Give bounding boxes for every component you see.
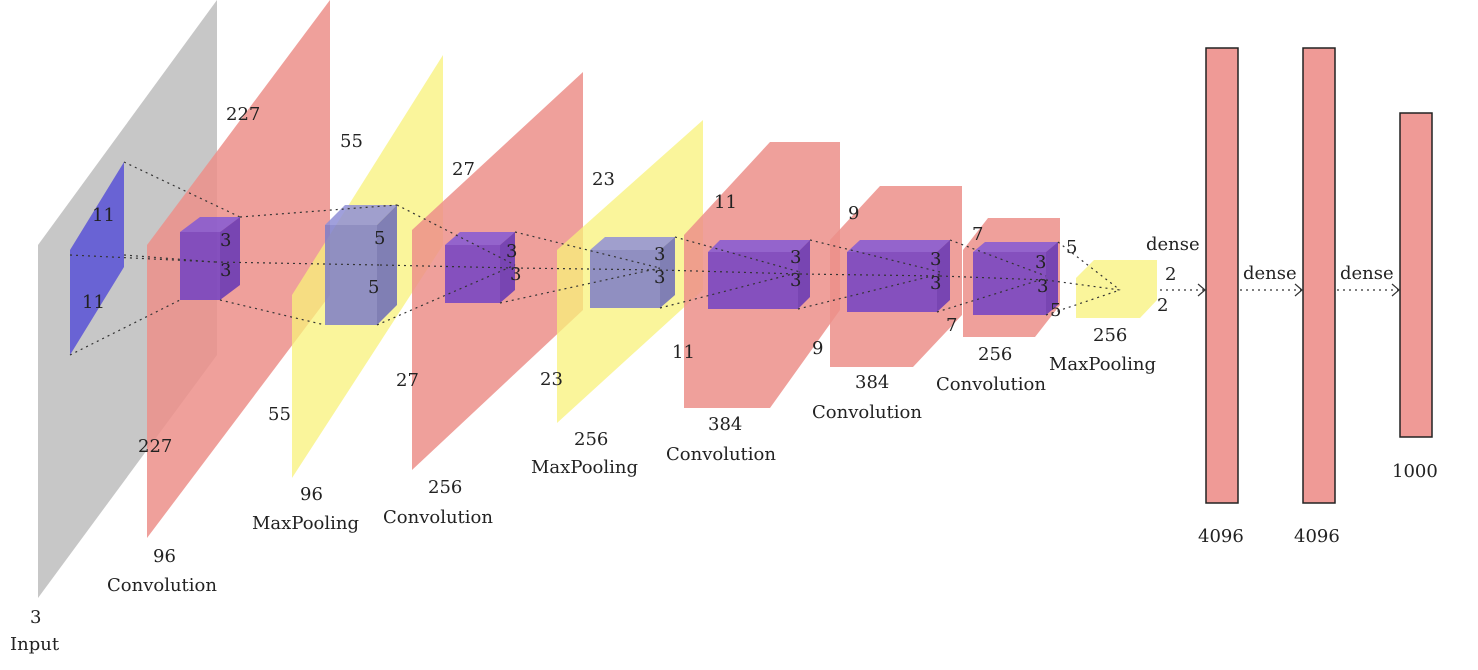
conv1-channels-label: 96: [153, 546, 176, 567]
dense1-bar: [1205, 47, 1239, 504]
conv2-height-label: 27: [396, 370, 419, 391]
conv5-name-label: Convolution: [936, 374, 1046, 395]
conv3-name-label: Convolution: [666, 444, 776, 465]
pool1-kernel: [325, 225, 377, 325]
conv3-kernel-top: [708, 240, 810, 252]
conv5-kernel-side: [1046, 242, 1058, 315]
conv4-name-label: Convolution: [812, 402, 922, 423]
conv2-name-label: Convolution: [383, 507, 493, 528]
conv1-kernel-h-label: 3: [220, 230, 231, 251]
conv1-height-label: 227: [138, 436, 172, 457]
pool1-kernel-w-label: 5: [368, 277, 379, 298]
conv4-width-label: 9: [848, 203, 859, 224]
conv3-width-label: 11: [714, 192, 737, 213]
input-layer: [38, 0, 217, 598]
conv3-kernel-w-label: 3: [790, 270, 801, 291]
pool3-out-w-label: 2: [1157, 295, 1168, 316]
pool2-kernel-w-label: 3: [654, 267, 665, 288]
dense2-label: dense: [1243, 263, 1297, 284]
conv5-kernel-h-label: 3: [1035, 252, 1046, 273]
dense3-arrowhead: [1391, 283, 1400, 297]
conv4-kernel-side: [937, 240, 950, 312]
conv3-kernel-h-label: 3: [790, 247, 801, 268]
pool2-kernel: [590, 250, 660, 308]
dense1-arrowhead: [1197, 283, 1206, 297]
conv5-kernel: [973, 252, 1046, 315]
dense2-units-label: 4096: [1294, 526, 1340, 547]
pool1-width-label: 55: [340, 131, 363, 152]
pool3-channels-label: 256: [1093, 325, 1127, 346]
pool1-kernel-top: [325, 205, 397, 225]
conv5-kernel-top: [973, 242, 1058, 252]
conv5-width-label: 7: [972, 224, 983, 245]
pool1-height-label: 55: [268, 404, 291, 425]
dense1-label: dense: [1146, 234, 1200, 255]
conv4-kernel-top: [847, 240, 950, 252]
pool1-channels-label: 96: [300, 484, 323, 505]
pool1-kernel-h-label: 5: [374, 228, 385, 249]
conv3-kernel: [708, 252, 798, 309]
pool3-width-label: 5: [1066, 237, 1077, 258]
pool2-name-label: MaxPooling: [531, 457, 638, 478]
conv2-width-label: 27: [452, 159, 475, 180]
pool2-height-label: 23: [540, 369, 563, 390]
conv1-kernel: [180, 232, 220, 300]
pool1-name-label: MaxPooling: [252, 513, 359, 534]
input-channels-label: 3: [30, 607, 41, 628]
conv2-kernel-w-label: 3: [510, 264, 521, 285]
pool2-kernel-top: [590, 237, 675, 250]
dense2-bar: [1302, 47, 1336, 504]
pool3-height-label: 5: [1050, 300, 1061, 321]
input-name-label: Input: [10, 634, 60, 655]
input-kernel-window: [70, 162, 124, 355]
input-kernel-w-label: 11: [82, 292, 105, 313]
conv2-kernel-h-label: 3: [506, 241, 517, 262]
conv1-kernel-side: [220, 217, 240, 300]
conv2-kernel: [445, 245, 500, 303]
conv5-kernel-w-label: 3: [1037, 276, 1048, 297]
conv1-name-label: Convolution: [107, 575, 217, 596]
conv5-height-label: 7: [946, 315, 957, 336]
conv4-kernel-w-label: 3: [930, 273, 941, 294]
conv1-kernel-w-label: 3: [220, 260, 231, 281]
conv4-height-label: 9: [812, 338, 823, 359]
dense2-arrowhead: [1294, 283, 1303, 297]
dense3-bar: [1399, 112, 1433, 438]
conv4-channels-label: 384: [855, 372, 889, 393]
conv2-kernel-top: [445, 232, 515, 245]
pool3-out-h-label: 2: [1165, 264, 1176, 285]
conv3-kernel-side: [798, 240, 810, 309]
dense3-units-label: 1000: [1392, 461, 1438, 482]
dense3-label: dense: [1340, 263, 1394, 284]
dense1-units-label: 4096: [1198, 526, 1244, 547]
conv1-width-label: 227: [226, 104, 260, 125]
pool2-channels-label: 256: [574, 429, 608, 450]
conv5-channels-label: 256: [978, 344, 1012, 365]
pool2-width-label: 23: [592, 169, 615, 190]
conv4-kernel: [847, 252, 937, 312]
pool3-name-label: MaxPooling: [1049, 354, 1156, 375]
conv3-channels-label: 384: [708, 414, 742, 435]
conv4-kernel-h-label: 3: [930, 249, 941, 270]
connection-lines: [69, 161, 1121, 356]
input-kernel-h-label: 11: [92, 205, 115, 226]
pool2-kernel-side: [660, 237, 675, 308]
conv3-height-label: 11: [672, 342, 695, 363]
pool2-kernel-h-label: 3: [654, 244, 665, 265]
conv2-channels-label: 256: [428, 477, 462, 498]
pool3-layer: [1076, 260, 1157, 318]
